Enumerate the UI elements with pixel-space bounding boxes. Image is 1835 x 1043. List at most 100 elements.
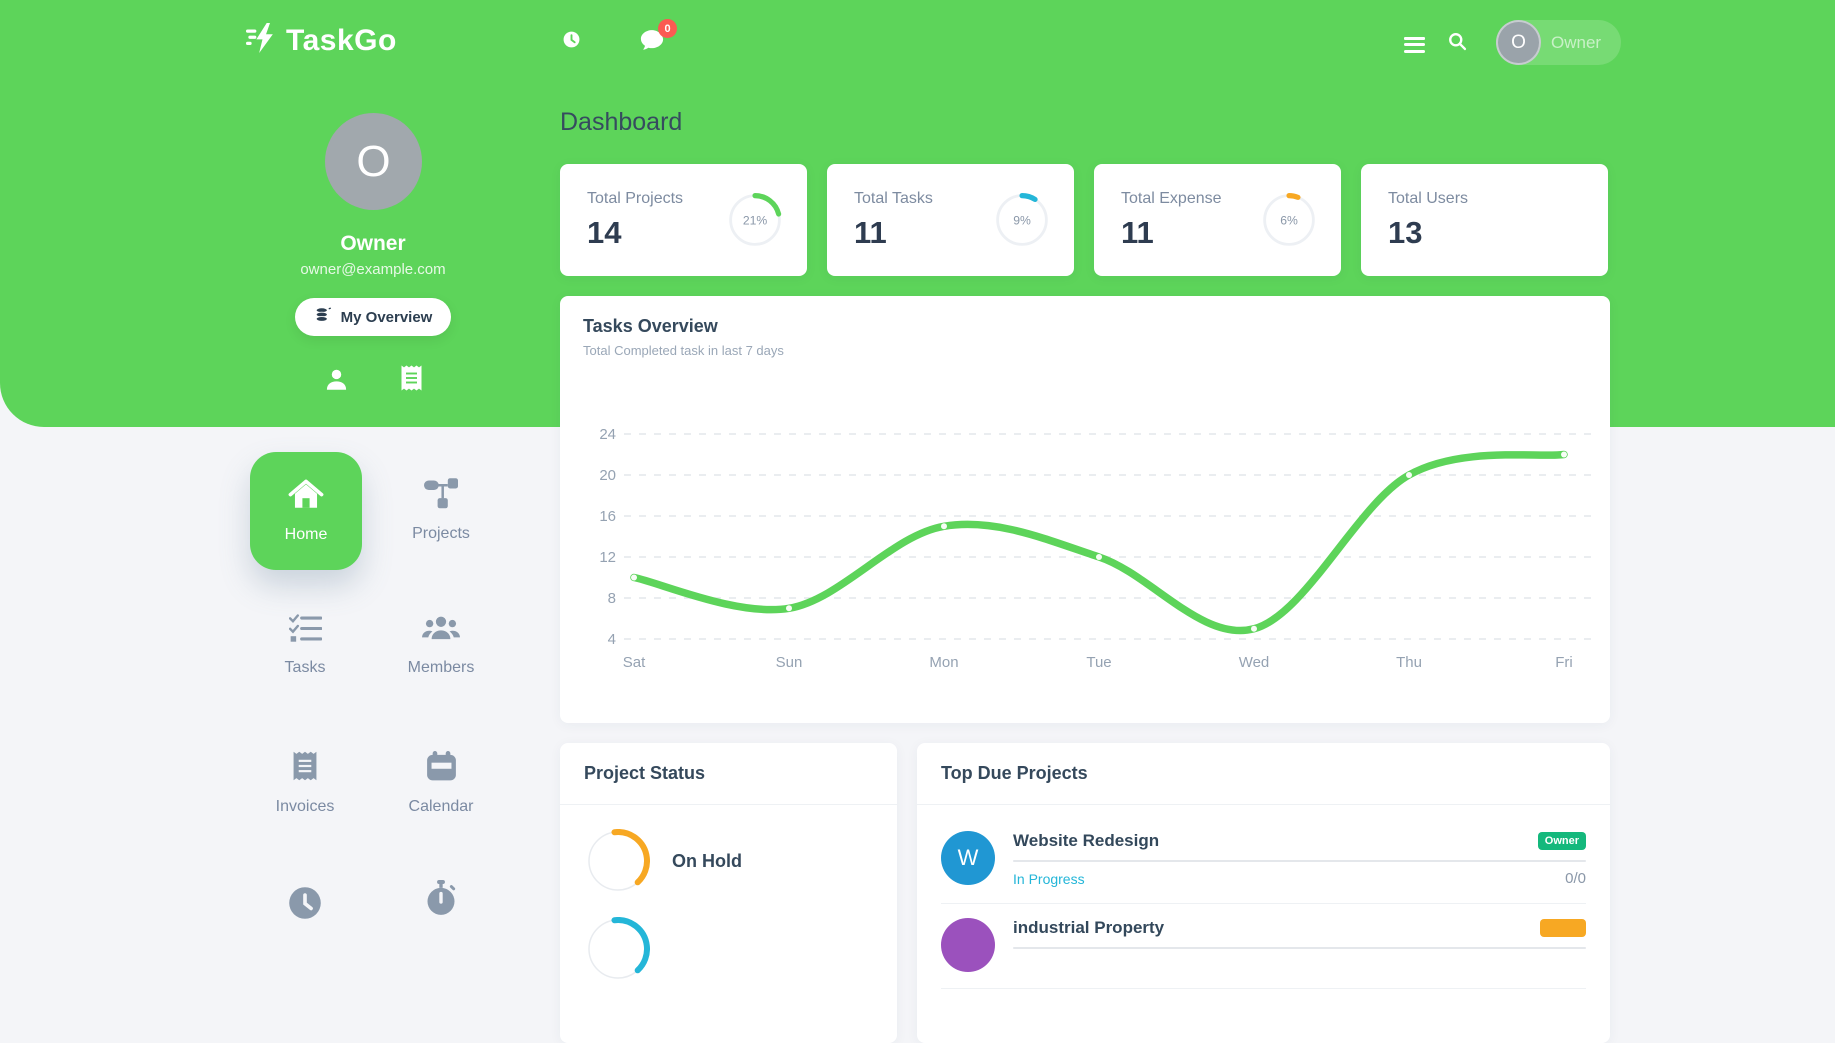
sidebar-item-label: Calendar xyxy=(408,798,474,815)
project-name: industrial Property xyxy=(1013,918,1165,937)
project-row-industrial-property[interactable]: industrial Property xyxy=(941,904,1586,989)
search-icon xyxy=(1447,33,1468,55)
user-avatar: O xyxy=(1496,20,1541,65)
svg-text:6%: 6% xyxy=(1280,214,1298,228)
sidebar-item-home[interactable]: Home xyxy=(250,452,362,570)
svg-text:16: 16 xyxy=(599,508,616,525)
menu-button[interactable] xyxy=(1404,33,1425,53)
svg-text:Sat: Sat xyxy=(623,654,646,671)
project-badge: Owner xyxy=(1537,832,1586,850)
svg-text:24: 24 xyxy=(599,426,616,443)
sidebar-item-label: Home xyxy=(284,526,328,543)
stat-value: 11 xyxy=(1121,215,1154,250)
sidebar-item-label: Tasks xyxy=(284,659,326,676)
project-row-main: Website Redesign Owner In Progress 0/0 xyxy=(1013,831,1586,887)
sidebar-item-members[interactable]: Members xyxy=(376,614,506,677)
svg-text:21%: 21% xyxy=(743,214,768,228)
chat-badge: 0 xyxy=(658,19,677,38)
stat-value: 14 xyxy=(587,215,622,250)
app-logo[interactable]: TaskGo xyxy=(246,22,397,59)
stat-card-total-tasks: Total Tasks 11 9% xyxy=(827,164,1074,276)
stat-card-total-projects: Total Projects 14 21% xyxy=(560,164,807,276)
top-due-projects-title: Top Due Projects xyxy=(917,743,1610,805)
coins-icon xyxy=(314,306,332,328)
project-avatar xyxy=(941,918,995,972)
person-icon xyxy=(323,369,350,396)
profile-avatar: O xyxy=(325,113,422,210)
user-name: Owner xyxy=(1551,32,1602,52)
stat-value: 11 xyxy=(854,215,887,250)
stat-donut: 9% xyxy=(992,190,1052,250)
svg-text:Fri: Fri xyxy=(1555,654,1573,671)
calendar-icon xyxy=(426,750,457,787)
app-title: TaskGo xyxy=(286,23,397,57)
svg-text:8: 8 xyxy=(608,590,616,607)
svg-text:Sun: Sun xyxy=(776,654,803,671)
chat-icon xyxy=(638,30,666,57)
sidebar-item-invoices[interactable]: Invoices xyxy=(240,750,370,816)
sidebar-item-calendar[interactable]: Calendar xyxy=(376,750,506,816)
search-button[interactable] xyxy=(1447,31,1468,55)
status-donut xyxy=(586,917,650,981)
profile-email: owner@example.com xyxy=(300,261,446,278)
stat-label: Total Expense xyxy=(1121,190,1222,207)
home-icon xyxy=(288,478,324,515)
hamburger-icon xyxy=(1404,36,1425,53)
chat-button[interactable]: 0 xyxy=(638,19,677,57)
my-overview-button[interactable]: My Overview xyxy=(295,298,451,336)
project-status-card: Project Status On Hold xyxy=(560,743,897,1043)
project-row-website-redesign[interactable]: W Website Redesign Owner In Progress 0/0 xyxy=(941,817,1586,904)
sidebar-item-projects[interactable]: Projects xyxy=(376,477,506,543)
stat-label: Total Tasks xyxy=(854,190,933,207)
tasks-overview-subtitle: Total Completed task in last 7 days xyxy=(583,343,784,358)
profile-invoices-button[interactable] xyxy=(400,364,423,395)
sidebar-item-label: Projects xyxy=(412,525,470,542)
stat-card-total-expense: Total Expense 11 6% xyxy=(1094,164,1341,276)
svg-text:9%: 9% xyxy=(1013,214,1031,228)
project-row-main: industrial Property xyxy=(1013,918,1586,957)
project-progress-bar xyxy=(1013,947,1586,949)
stat-donut: 21% xyxy=(725,190,785,250)
sidebar-item-tasks[interactable]: Tasks xyxy=(240,614,370,677)
project-status-title: Project Status xyxy=(560,743,897,805)
sidebar-item-timer[interactable] xyxy=(376,880,506,932)
svg-text:Wed: Wed xyxy=(1239,654,1270,671)
project-progress-bar xyxy=(1013,860,1586,862)
stat-label: Total Users xyxy=(1388,190,1469,207)
clock-icon xyxy=(288,886,322,925)
clock-button[interactable] xyxy=(562,30,581,52)
top-due-projects-list: W Website Redesign Owner In Progress 0/0… xyxy=(917,805,1610,989)
stat-donut: 6% xyxy=(1259,190,1319,250)
project-name: Website Redesign xyxy=(1013,831,1160,850)
my-overview-label: My Overview xyxy=(340,308,433,326)
profile-name: Owner xyxy=(340,232,406,255)
tasks-overview-chart: 4 8 12 16 20 24 Sat Sun Mon Tue Wed Thu Fri xyxy=(560,408,1610,703)
stat-label: Total Projects xyxy=(587,190,684,207)
svg-text:Thu: Thu xyxy=(1396,654,1422,671)
status-donut xyxy=(586,829,650,893)
stopwatch-icon xyxy=(425,880,457,921)
sidebar-item-label: Members xyxy=(407,659,475,676)
status-label: On Hold xyxy=(672,850,742,871)
logo-bolt-icon xyxy=(246,22,278,59)
stat-value: 13 xyxy=(1388,215,1423,250)
top-due-projects-card: Top Due Projects W Website Redesign Owne… xyxy=(917,743,1610,1043)
user-menu[interactable]: O Owner xyxy=(1496,20,1622,65)
clock-icon xyxy=(562,31,581,52)
sidebar-item-timecard[interactable] xyxy=(240,886,370,936)
profile-user-button[interactable] xyxy=(323,366,350,396)
status-item-2 xyxy=(586,917,897,981)
svg-text:4: 4 xyxy=(608,631,616,648)
invoices-icon xyxy=(292,750,318,787)
svg-text:20: 20 xyxy=(599,467,616,484)
svg-text:Tue: Tue xyxy=(1086,654,1111,671)
tasks-icon xyxy=(288,614,322,648)
stat-card-total-users: Total Users 13 xyxy=(1361,164,1608,276)
sidebar-item-label: Invoices xyxy=(275,798,335,815)
status-item-on-hold: On Hold xyxy=(586,829,897,893)
members-icon xyxy=(422,614,460,648)
projects-icon xyxy=(424,477,458,514)
svg-text:Mon: Mon xyxy=(929,654,958,671)
project-avatar: W xyxy=(941,831,995,885)
tasks-overview-title: Tasks Overview xyxy=(583,316,718,336)
